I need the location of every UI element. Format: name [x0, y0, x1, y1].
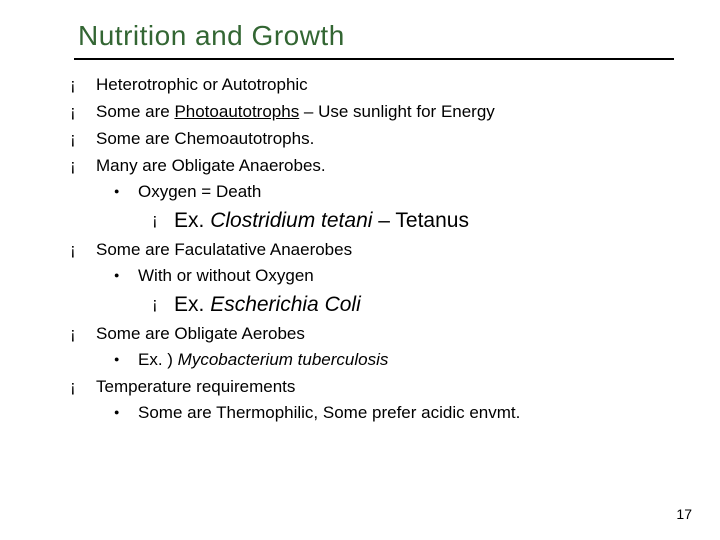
- text: Some are: [96, 102, 174, 121]
- slide-title: Nutrition and Growth: [78, 20, 680, 52]
- sublist: Some are Thermophilic, Some prefer acidi…: [114, 402, 680, 425]
- bullet-temperature: Temperature requirements Some are Thermo…: [70, 376, 680, 425]
- bullet-facultative-anaerobes: Some are Faculatative Anaerobes With or …: [70, 239, 680, 319]
- bullet-with-without-oxygen: With or without Oxygen Ex. Escherichia C…: [114, 265, 680, 319]
- subsublist: Ex. Escherichia Coli: [152, 291, 680, 319]
- bullet-chemoautotrophs: Some are Chemoautotrophs.: [70, 128, 680, 151]
- bullet-list: Heterotrophic or Autotrophic Some are Ph…: [70, 74, 680, 425]
- bullet-heterotrophic: Heterotrophic or Autotrophic: [70, 74, 680, 97]
- text: Ex. ): [138, 350, 178, 369]
- sublist: Oxygen = Death Ex. Clostridium tetani – …: [114, 181, 680, 235]
- bullet-ecoli: Ex. Escherichia Coli: [152, 291, 680, 319]
- slide: Nutrition and Growth Heterotrophic or Au…: [0, 0, 720, 540]
- title-rule: [74, 58, 674, 60]
- text: Many are Obligate Anaerobes.: [96, 156, 326, 175]
- bullet-photoautotrophs: Some are Photoautotrophs – Use sunlight …: [70, 101, 680, 124]
- text: Some are Chemoautotrophs.: [96, 129, 314, 148]
- text: Heterotrophic or Autotrophic: [96, 75, 308, 94]
- page-number: 17: [676, 506, 692, 522]
- text: Some are Thermophilic, Some prefer acidi…: [138, 403, 520, 422]
- text-italic: Mycobacterium tuberculosis: [178, 350, 389, 369]
- text: Oxygen = Death: [138, 182, 261, 201]
- text-italic: Escherichia Coli: [210, 293, 361, 316]
- sublist: With or without Oxygen Ex. Escherichia C…: [114, 265, 680, 319]
- text: Ex.: [174, 293, 210, 316]
- bullet-obligate-anaerobes: Many are Obligate Anaerobes. Oxygen = De…: [70, 155, 680, 235]
- text: Temperature requirements: [96, 377, 295, 396]
- bullet-obligate-aerobes: Some are Obligate Aerobes Ex. ) Mycobact…: [70, 323, 680, 372]
- text: Ex.: [174, 209, 210, 232]
- subsublist: Ex. Clostridium tetani – Tetanus: [152, 207, 680, 235]
- text: Some are Obligate Aerobes: [96, 324, 305, 343]
- text-underlined: Photoautotrophs: [174, 102, 299, 121]
- bullet-mycobacterium: Ex. ) Mycobacterium tuberculosis: [114, 349, 680, 372]
- sublist: Ex. ) Mycobacterium tuberculosis: [114, 349, 680, 372]
- bullet-clostridium: Ex. Clostridium tetani – Tetanus: [152, 207, 680, 235]
- text: – Use sunlight for Energy: [299, 102, 495, 121]
- text: Some are Faculatative Anaerobes: [96, 240, 352, 259]
- bullet-oxygen-death: Oxygen = Death Ex. Clostridium tetani – …: [114, 181, 680, 235]
- text: – Tetanus: [372, 209, 469, 232]
- text: With or without Oxygen: [138, 266, 314, 285]
- text-italic: Clostridium tetani: [210, 209, 372, 232]
- bullet-thermophilic: Some are Thermophilic, Some prefer acidi…: [114, 402, 680, 425]
